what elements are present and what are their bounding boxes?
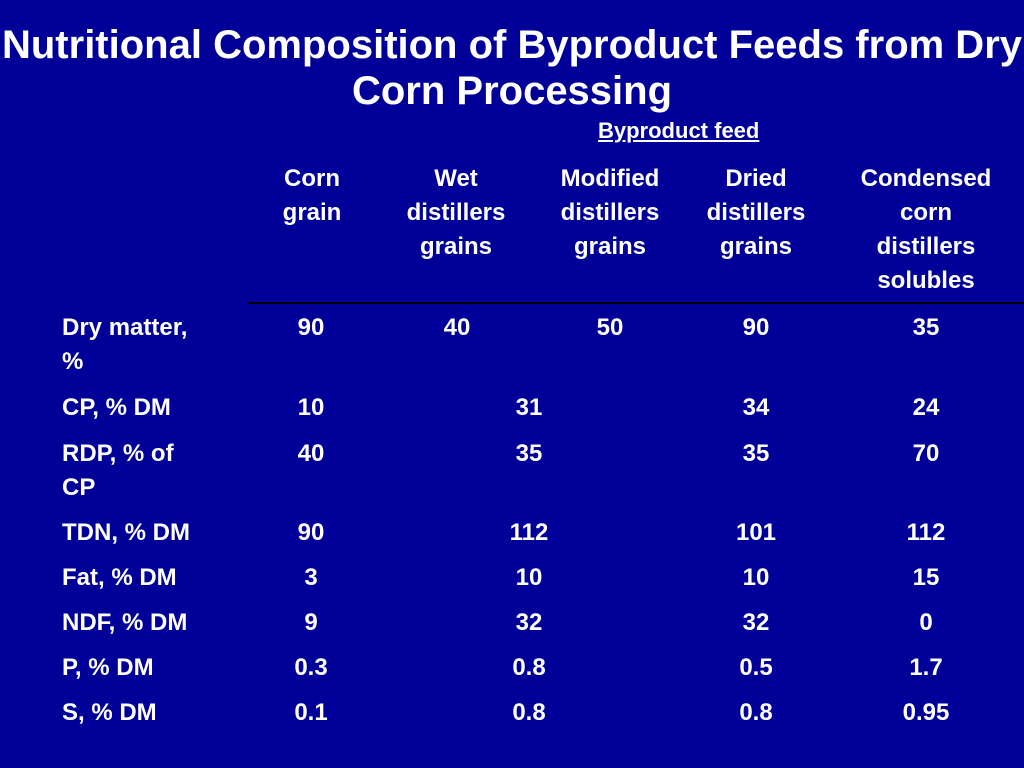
table-cell: 0.1 [294, 699, 328, 726]
table-cell: 9 [304, 609, 318, 636]
table-cell: 0.95 [902, 699, 950, 726]
table-cell: 50 [596, 314, 624, 341]
table-cell: 90 [297, 314, 325, 341]
table-cell: 112 [906, 519, 946, 546]
table-cell: 90 [297, 519, 325, 546]
row-label-rdp: RDP, % of CP [62, 440, 174, 501]
row-label-fat: Fat, % DM [62, 564, 177, 591]
table-cell: 0.8 [512, 654, 546, 681]
table-cell: 34 [742, 394, 770, 421]
table-cell: 40 [443, 314, 471, 341]
table-cell: 35 [515, 440, 543, 467]
column-header-dried-distillers-grains: Dried distillers grains [706, 165, 806, 260]
table-cell: 101 [735, 519, 777, 546]
row-label-p: P, % DM [62, 654, 154, 681]
table-cell: 0 [919, 609, 933, 636]
table-cell: 90 [742, 314, 770, 341]
table-cell: 1.7 [909, 654, 943, 681]
table-cell: 32 [742, 609, 770, 636]
table-cell: 24 [912, 394, 940, 421]
row-label-dry-matter: Dry matter, % [62, 314, 188, 375]
table-cell: 0.8 [739, 699, 773, 726]
table-cell: 31 [515, 394, 543, 421]
column-header-modified-distillers-grains: Modified distillers grains [560, 165, 660, 260]
row-label-s: S, % DM [62, 699, 157, 726]
table-cell: 3 [304, 564, 318, 591]
table-cell: 15 [912, 564, 940, 591]
table-cell: 10 [515, 564, 543, 591]
byproduct-feed-header: Byproduct feed [598, 118, 760, 143]
table-cell: 112 [509, 519, 549, 546]
table-cell: 0.3 [294, 654, 328, 681]
table-cell: 32 [515, 609, 543, 636]
table-cell: 10 [297, 394, 325, 421]
table-cell: 10 [742, 564, 770, 591]
table-cell: 70 [912, 440, 940, 467]
row-label-tdn: TDN, % DM [62, 519, 190, 546]
row-label-ndf: NDF, % DM [62, 609, 188, 636]
column-header-corn-grain: Corn grain [282, 165, 342, 226]
table-cell: 0.8 [512, 699, 546, 726]
row-label-cp: CP, % DM [62, 394, 171, 421]
header-divider [248, 302, 1024, 304]
table-cell: 40 [297, 440, 325, 467]
table-cell: 35 [742, 440, 770, 467]
column-header-condensed-corn-distillers-solubles: Condensed corn distillers solubles [860, 165, 992, 294]
table-cell: 35 [912, 314, 940, 341]
table-cell: 0.5 [739, 654, 773, 681]
slide-title: Nutritional Composition of Byproduct Fee… [1, 23, 1023, 113]
column-header-wet-distillers-grains: Wet distillers grains [406, 165, 506, 260]
